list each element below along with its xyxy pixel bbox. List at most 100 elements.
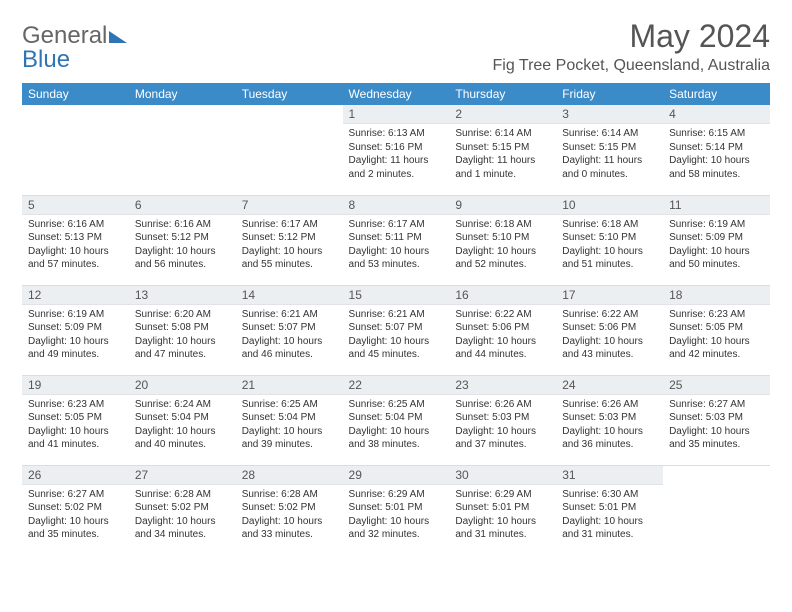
day-details: Sunrise: 6:30 AMSunset: 5:01 PMDaylight:… [556, 485, 663, 545]
calendar-day-cell: 4Sunrise: 6:15 AMSunset: 5:14 PMDaylight… [663, 105, 770, 195]
weekday-header-row: SundayMondayTuesdayWednesdayThursdayFrid… [22, 83, 770, 105]
day-details: Sunrise: 6:24 AMSunset: 5:04 PMDaylight:… [129, 395, 236, 455]
day-details: Sunrise: 6:29 AMSunset: 5:01 PMDaylight:… [449, 485, 556, 545]
day-number: 7 [236, 196, 343, 215]
calendar-day-cell: 2Sunrise: 6:14 AMSunset: 5:15 PMDaylight… [449, 105, 556, 195]
calendar-day-cell: 5Sunrise: 6:16 AMSunset: 5:13 PMDaylight… [22, 195, 129, 285]
page-header: GeneralBlue May 2024 Fig Tree Pocket, Qu… [22, 18, 770, 75]
calendar-day-cell: 27Sunrise: 6:28 AMSunset: 5:02 PMDayligh… [129, 465, 236, 555]
day-details: Sunrise: 6:20 AMSunset: 5:08 PMDaylight:… [129, 305, 236, 365]
day-number: 13 [129, 286, 236, 305]
calendar-week-row: 19Sunrise: 6:23 AMSunset: 5:05 PMDayligh… [22, 375, 770, 465]
calendar-day-cell: 29Sunrise: 6:29 AMSunset: 5:01 PMDayligh… [343, 465, 450, 555]
calendar-page: GeneralBlue May 2024 Fig Tree Pocket, Qu… [0, 0, 792, 573]
calendar-day-cell: 8Sunrise: 6:17 AMSunset: 5:11 PMDaylight… [343, 195, 450, 285]
calendar-thead: SundayMondayTuesdayWednesdayThursdayFrid… [22, 83, 770, 105]
calendar-day-cell [663, 465, 770, 555]
day-number: 5 [22, 196, 129, 215]
day-details: Sunrise: 6:25 AMSunset: 5:04 PMDaylight:… [343, 395, 450, 455]
calendar-day-cell: 9Sunrise: 6:18 AMSunset: 5:10 PMDaylight… [449, 195, 556, 285]
weekday-header: Tuesday [236, 83, 343, 105]
day-number: 24 [556, 376, 663, 395]
day-details: Sunrise: 6:13 AMSunset: 5:16 PMDaylight:… [343, 124, 450, 184]
day-number: 20 [129, 376, 236, 395]
day-details: Sunrise: 6:27 AMSunset: 5:03 PMDaylight:… [663, 395, 770, 455]
day-details: Sunrise: 6:28 AMSunset: 5:02 PMDaylight:… [129, 485, 236, 545]
day-number: 8 [343, 196, 450, 215]
calendar-day-cell: 15Sunrise: 6:21 AMSunset: 5:07 PMDayligh… [343, 285, 450, 375]
day-number: 1 [343, 105, 450, 124]
day-number: 19 [22, 376, 129, 395]
calendar-body: 1Sunrise: 6:13 AMSunset: 5:16 PMDaylight… [22, 105, 770, 555]
calendar-day-cell: 22Sunrise: 6:25 AMSunset: 5:04 PMDayligh… [343, 375, 450, 465]
day-details: Sunrise: 6:29 AMSunset: 5:01 PMDaylight:… [343, 485, 450, 545]
calendar-day-cell: 26Sunrise: 6:27 AMSunset: 5:02 PMDayligh… [22, 465, 129, 555]
day-number: 28 [236, 466, 343, 485]
day-details: Sunrise: 6:22 AMSunset: 5:06 PMDaylight:… [449, 305, 556, 365]
day-number: 3 [556, 105, 663, 124]
day-number: 30 [449, 466, 556, 485]
day-number: 15 [343, 286, 450, 305]
weekday-header: Monday [129, 83, 236, 105]
calendar-day-cell: 25Sunrise: 6:27 AMSunset: 5:03 PMDayligh… [663, 375, 770, 465]
day-details: Sunrise: 6:23 AMSunset: 5:05 PMDaylight:… [22, 395, 129, 455]
day-details: Sunrise: 6:16 AMSunset: 5:12 PMDaylight:… [129, 215, 236, 275]
calendar-day-cell: 3Sunrise: 6:14 AMSunset: 5:15 PMDaylight… [556, 105, 663, 195]
day-number: 2 [449, 105, 556, 124]
day-number: 16 [449, 286, 556, 305]
day-details: Sunrise: 6:23 AMSunset: 5:05 PMDaylight:… [663, 305, 770, 365]
calendar-table: SundayMondayTuesdayWednesdayThursdayFrid… [22, 83, 770, 555]
calendar-day-cell: 6Sunrise: 6:16 AMSunset: 5:12 PMDaylight… [129, 195, 236, 285]
calendar-day-cell: 16Sunrise: 6:22 AMSunset: 5:06 PMDayligh… [449, 285, 556, 375]
day-details: Sunrise: 6:18 AMSunset: 5:10 PMDaylight:… [449, 215, 556, 275]
day-details: Sunrise: 6:14 AMSunset: 5:15 PMDaylight:… [449, 124, 556, 184]
calendar-day-cell: 14Sunrise: 6:21 AMSunset: 5:07 PMDayligh… [236, 285, 343, 375]
calendar-day-cell: 21Sunrise: 6:25 AMSunset: 5:04 PMDayligh… [236, 375, 343, 465]
day-details: Sunrise: 6:26 AMSunset: 5:03 PMDaylight:… [449, 395, 556, 455]
day-number: 6 [129, 196, 236, 215]
day-details: Sunrise: 6:22 AMSunset: 5:06 PMDaylight:… [556, 305, 663, 365]
day-details: Sunrise: 6:19 AMSunset: 5:09 PMDaylight:… [22, 305, 129, 365]
calendar-day-cell: 17Sunrise: 6:22 AMSunset: 5:06 PMDayligh… [556, 285, 663, 375]
day-details: Sunrise: 6:17 AMSunset: 5:12 PMDaylight:… [236, 215, 343, 275]
location-subtitle: Fig Tree Pocket, Queensland, Australia [493, 57, 770, 75]
calendar-day-cell: 1Sunrise: 6:13 AMSunset: 5:16 PMDaylight… [343, 105, 450, 195]
calendar-week-row: 12Sunrise: 6:19 AMSunset: 5:09 PMDayligh… [22, 285, 770, 375]
calendar-day-cell [22, 105, 129, 195]
calendar-day-cell: 11Sunrise: 6:19 AMSunset: 5:09 PMDayligh… [663, 195, 770, 285]
calendar-day-cell: 7Sunrise: 6:17 AMSunset: 5:12 PMDaylight… [236, 195, 343, 285]
day-number: 9 [449, 196, 556, 215]
day-details: Sunrise: 6:26 AMSunset: 5:03 PMDaylight:… [556, 395, 663, 455]
day-number: 29 [343, 466, 450, 485]
calendar-day-cell: 20Sunrise: 6:24 AMSunset: 5:04 PMDayligh… [129, 375, 236, 465]
day-details: Sunrise: 6:27 AMSunset: 5:02 PMDaylight:… [22, 485, 129, 545]
day-details: Sunrise: 6:28 AMSunset: 5:02 PMDaylight:… [236, 485, 343, 545]
day-details: Sunrise: 6:21 AMSunset: 5:07 PMDaylight:… [236, 305, 343, 365]
calendar-day-cell: 18Sunrise: 6:23 AMSunset: 5:05 PMDayligh… [663, 285, 770, 375]
weekday-header: Saturday [663, 83, 770, 105]
day-details: Sunrise: 6:15 AMSunset: 5:14 PMDaylight:… [663, 124, 770, 184]
day-number: 12 [22, 286, 129, 305]
day-details: Sunrise: 6:21 AMSunset: 5:07 PMDaylight:… [343, 305, 450, 365]
calendar-day-cell [129, 105, 236, 195]
weekday-header: Thursday [449, 83, 556, 105]
logo: GeneralBlue [22, 24, 127, 72]
day-number: 4 [663, 105, 770, 124]
day-number: 21 [236, 376, 343, 395]
day-details: Sunrise: 6:14 AMSunset: 5:15 PMDaylight:… [556, 124, 663, 184]
logo-word-1: General [22, 22, 107, 49]
calendar-week-row: 26Sunrise: 6:27 AMSunset: 5:02 PMDayligh… [22, 465, 770, 555]
day-number: 31 [556, 466, 663, 485]
weekday-header: Sunday [22, 83, 129, 105]
day-number: 23 [449, 376, 556, 395]
calendar-day-cell: 19Sunrise: 6:23 AMSunset: 5:05 PMDayligh… [22, 375, 129, 465]
calendar-day-cell: 13Sunrise: 6:20 AMSunset: 5:08 PMDayligh… [129, 285, 236, 375]
calendar-day-cell: 28Sunrise: 6:28 AMSunset: 5:02 PMDayligh… [236, 465, 343, 555]
day-number: 26 [22, 466, 129, 485]
calendar-day-cell [236, 105, 343, 195]
day-details: Sunrise: 6:19 AMSunset: 5:09 PMDaylight:… [663, 215, 770, 275]
day-number: 14 [236, 286, 343, 305]
logo-word-2: Blue [22, 46, 70, 73]
day-details: Sunrise: 6:18 AMSunset: 5:10 PMDaylight:… [556, 215, 663, 275]
calendar-day-cell: 24Sunrise: 6:26 AMSunset: 5:03 PMDayligh… [556, 375, 663, 465]
